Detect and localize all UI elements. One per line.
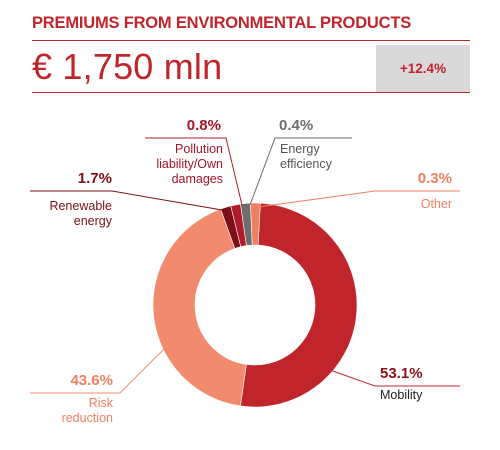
category-label-other: Other (421, 197, 452, 211)
slice-risk (152, 208, 247, 407)
value-label-other: 0.3% (418, 170, 452, 187)
growth-badge: +12.4% (376, 45, 470, 92)
leader-energy_eff (249, 137, 352, 206)
category-label-mobility: Mobility (380, 388, 423, 402)
slice-mobility (240, 202, 358, 408)
top-divider (32, 40, 470, 41)
value-label-pollution: 0.8% (187, 117, 221, 134)
growth-value: +12.4% (399, 61, 447, 76)
slice-other (250, 202, 261, 246)
slice-labels: 53.1% Mobility 43.6% Risk reduction 1.7% Renew… (49, 117, 452, 425)
value-label-risk: 43.6% (70, 372, 113, 389)
bottom-divider (32, 92, 470, 93)
leader-mobility (329, 369, 460, 387)
category-label-energy_eff: Energy efficiency (280, 142, 333, 171)
category-label-pollution: Pollution liability/Own damages (156, 142, 223, 186)
category-label-risk: Risk reduction (62, 396, 114, 425)
value-label-mobility: 53.1% (380, 365, 423, 382)
leader-renewable (30, 190, 223, 211)
leader-pollution (145, 137, 243, 206)
leader-risk (30, 347, 166, 394)
category-label-renewable: Renewable energy (49, 199, 112, 228)
chart-title: PREMIUMS FROM ENVIRONMENTAL PRODUCTS (32, 14, 412, 32)
donut-slices (152, 202, 358, 408)
leader-other (257, 190, 460, 208)
leader-lines (30, 137, 460, 394)
value-label-renewable: 1.7% (78, 170, 112, 187)
value-label-energy_eff: 0.4% (279, 117, 313, 134)
premium-amount: € 1,750 mln (32, 46, 223, 87)
